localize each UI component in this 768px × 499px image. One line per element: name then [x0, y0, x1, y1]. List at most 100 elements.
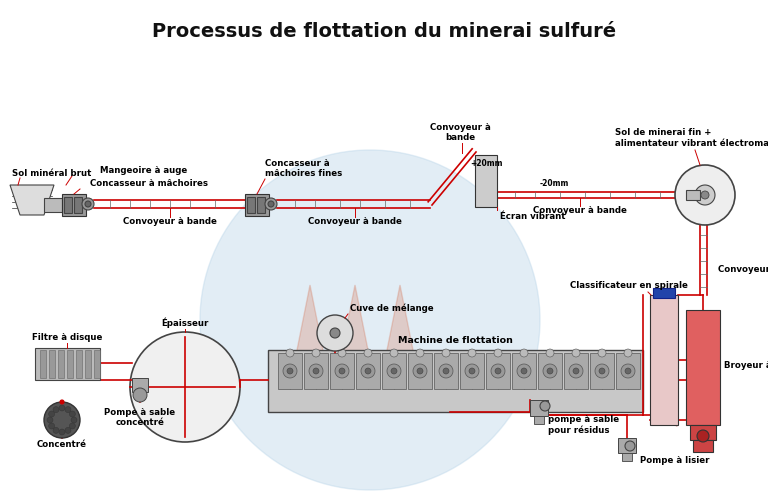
Bar	[245, 194, 269, 216]
Bar	[40, 350, 46, 378]
Text: Sol de minerai fin +
alimentateur vibrant électromagnétique: Sol de minerai fin + alimentateur vibran…	[615, 128, 768, 148]
Circle shape	[621, 364, 635, 378]
Circle shape	[59, 405, 65, 411]
Circle shape	[491, 364, 505, 378]
Polygon shape	[10, 185, 54, 215]
Circle shape	[312, 349, 320, 357]
Text: Pompe à sable
concentré: Pompe à sable concentré	[104, 408, 176, 428]
Circle shape	[59, 429, 65, 435]
Bar	[512, 353, 536, 389]
Circle shape	[625, 368, 631, 374]
Circle shape	[85, 201, 91, 207]
Text: Écran vibrant: Écran vibrant	[500, 212, 565, 221]
Polygon shape	[378, 285, 422, 395]
Text: Sol minéral brut: Sol minéral brut	[12, 169, 91, 178]
Polygon shape	[333, 285, 377, 395]
Circle shape	[82, 198, 94, 210]
Bar	[434, 353, 458, 389]
Circle shape	[133, 388, 147, 402]
Bar	[408, 353, 432, 389]
Circle shape	[546, 349, 554, 357]
Bar	[85, 350, 91, 378]
Bar	[693, 440, 713, 452]
Bar	[268, 350, 643, 412]
Circle shape	[48, 423, 55, 429]
Text: Convoyeur à bande: Convoyeur à bande	[308, 217, 402, 226]
Text: Convoyeur à
bande: Convoyeur à bande	[429, 123, 491, 142]
Bar	[257, 197, 265, 213]
Circle shape	[625, 441, 635, 451]
Circle shape	[130, 332, 240, 442]
Bar	[304, 353, 328, 389]
Circle shape	[65, 407, 71, 413]
Text: Filtre à disque: Filtre à disque	[31, 333, 102, 342]
Bar	[530, 400, 548, 416]
Text: +20mm: +20mm	[470, 159, 502, 168]
Circle shape	[598, 349, 606, 357]
Bar	[690, 425, 716, 440]
Text: Cuve de mélange: Cuve de mélange	[350, 303, 434, 313]
Bar	[278, 353, 302, 389]
Circle shape	[65, 427, 71, 434]
Circle shape	[469, 368, 475, 374]
Text: Convoyeur à bande: Convoyeur à bande	[718, 265, 768, 274]
Circle shape	[364, 349, 372, 357]
Text: Concasseur à mâchoires: Concasseur à mâchoires	[90, 179, 208, 188]
Bar	[62, 194, 86, 216]
Circle shape	[416, 349, 424, 357]
Bar	[382, 353, 406, 389]
Circle shape	[413, 364, 427, 378]
Circle shape	[547, 368, 553, 374]
Polygon shape	[288, 285, 332, 395]
Bar	[74, 197, 82, 213]
Circle shape	[330, 328, 340, 338]
Circle shape	[624, 349, 632, 357]
Circle shape	[339, 368, 345, 374]
Bar	[564, 353, 588, 389]
Text: Convoyeur à bande: Convoyeur à bande	[533, 206, 627, 215]
Circle shape	[361, 364, 375, 378]
Circle shape	[543, 364, 557, 378]
Circle shape	[494, 349, 502, 357]
Circle shape	[287, 368, 293, 374]
Text: Convoyeur à bande: Convoyeur à bande	[123, 217, 217, 226]
Bar	[35, 348, 100, 380]
Text: Processus de flottation du minerai sulfuré: Processus de flottation du minerai sulfu…	[152, 22, 616, 41]
Text: Épaisseur: Épaisseur	[161, 317, 209, 328]
Circle shape	[60, 400, 64, 404]
Circle shape	[71, 417, 77, 423]
Bar	[475, 155, 497, 207]
Circle shape	[675, 165, 735, 225]
Circle shape	[309, 364, 323, 378]
Circle shape	[520, 349, 528, 357]
Circle shape	[47, 417, 53, 423]
Bar	[486, 353, 510, 389]
Text: pompe à sable
pour résidus: pompe à sable pour résidus	[548, 415, 619, 435]
Circle shape	[521, 368, 527, 374]
Circle shape	[443, 368, 449, 374]
Circle shape	[317, 315, 353, 351]
Text: Pompe à lisier: Pompe à lisier	[640, 456, 710, 465]
Circle shape	[540, 401, 550, 411]
Circle shape	[595, 364, 609, 378]
Bar	[94, 350, 100, 378]
Text: Machine de flottation: Machine de flottation	[398, 336, 512, 345]
Bar	[618, 438, 636, 453]
Circle shape	[313, 368, 319, 374]
Circle shape	[495, 368, 501, 374]
Bar	[67, 350, 73, 378]
Circle shape	[572, 349, 580, 357]
Bar	[247, 197, 255, 213]
Bar	[460, 353, 484, 389]
Bar	[622, 453, 632, 461]
Circle shape	[465, 364, 479, 378]
Bar	[44, 198, 62, 212]
Circle shape	[695, 185, 715, 205]
Circle shape	[417, 368, 423, 374]
Text: Concentré: Concentré	[37, 440, 87, 449]
Circle shape	[44, 402, 80, 438]
Bar	[616, 353, 640, 389]
Circle shape	[268, 201, 274, 207]
Bar	[590, 353, 614, 389]
Bar	[686, 310, 720, 425]
